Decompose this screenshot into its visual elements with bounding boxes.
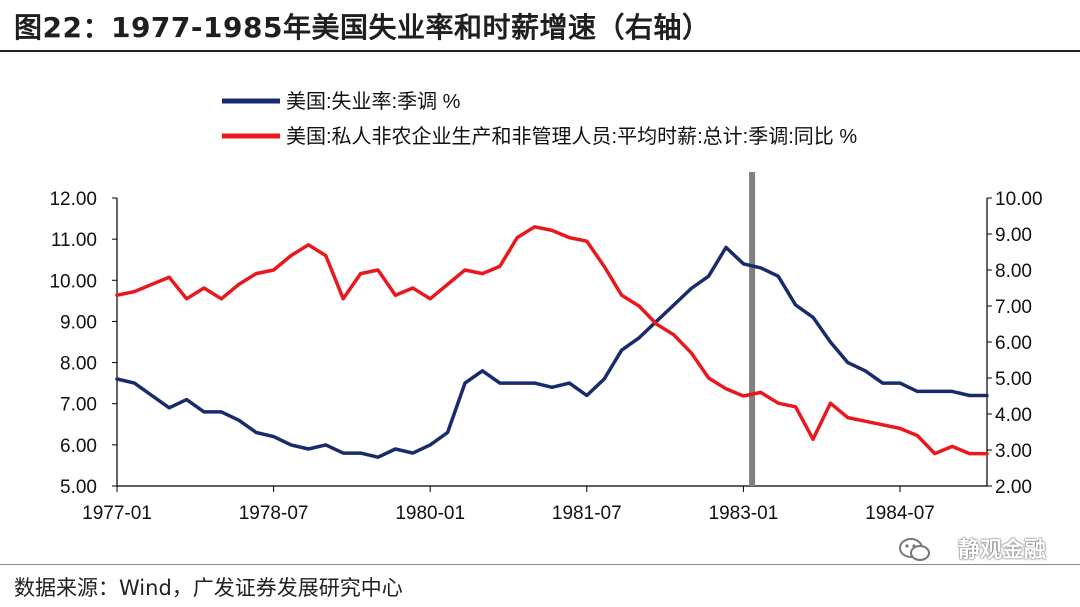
y-left-tick-label: 7.00 <box>60 395 97 416</box>
y-right-tick-label: 6.00 <box>995 333 1032 354</box>
y-left-tick-label: 6.00 <box>60 436 97 457</box>
legend-label: 美国:失业率:季调 % <box>286 90 461 113</box>
y-right-tick-label: 10.00 <box>995 189 1043 210</box>
x-tick-label: 1978-07 <box>239 503 309 524</box>
x-tick-label: 1984-07 <box>865 503 935 524</box>
watermark: 静观金融 <box>957 538 1046 563</box>
y-right-tick-label: 4.00 <box>995 405 1032 426</box>
hourly-wage-series-line <box>115 225 989 456</box>
y-left-tick-label: 10.00 <box>49 271 97 292</box>
y-left-tick-label: 9.00 <box>60 312 97 333</box>
y-right-tick-label: 5.00 <box>995 369 1032 390</box>
footer-rule <box>0 564 1080 565</box>
title-rule <box>0 50 1080 52</box>
y-right-tick-label: 3.00 <box>995 441 1032 462</box>
y-left-tick-label: 8.00 <box>60 354 97 375</box>
figure-title: 图22：1977-1985年美国失业率和时薪增速（右轴） <box>14 11 711 44</box>
unemployment-series-line <box>115 245 989 459</box>
x-tick-label: 1983-01 <box>709 503 779 524</box>
x-tick-label: 1977-01 <box>82 503 152 524</box>
source-note: 数据来源：Wind，广发证券发展研究中心 <box>14 576 403 600</box>
wechat-icon <box>899 538 930 561</box>
y-right-tick-label: 2.00 <box>995 477 1032 498</box>
chart: 5.00 6.00 7.00 8.00 9.00 10.00 11.00 12.00 2.00 3… <box>49 90 1043 524</box>
y-left-tick-label: 12.00 <box>49 189 97 210</box>
y-left-tick-label: 11.00 <box>51 230 97 251</box>
x-tick-label: 1980-01 <box>395 503 465 524</box>
y-right-tick-label: 7.00 <box>995 297 1032 318</box>
y-left-tick-label: 5.00 <box>60 477 97 498</box>
x-tick-label: 1981-07 <box>552 503 622 524</box>
legend-label: 美国:私人非农企业生产和非管理人员:平均时薪:总计:季调:同比 % <box>286 125 857 148</box>
y-right-tick-label: 9.00 <box>995 225 1032 246</box>
y-right-tick-label: 8.00 <box>995 261 1032 282</box>
